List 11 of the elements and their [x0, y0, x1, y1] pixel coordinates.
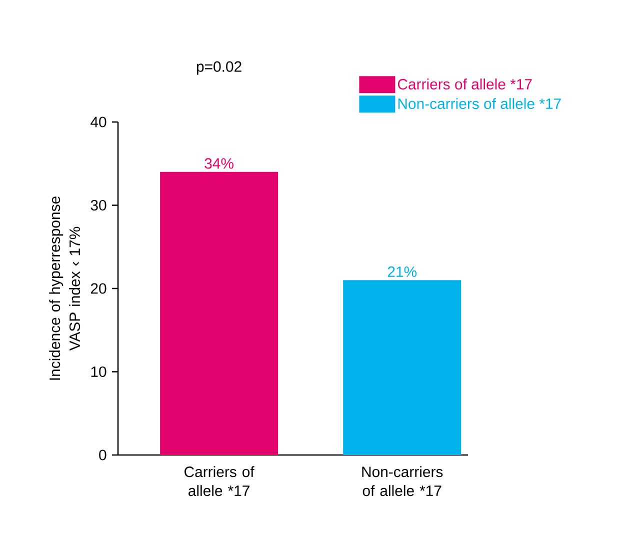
y-tick-label: 20: [90, 283, 106, 294]
data-label: 21%: [388, 266, 417, 277]
legend-label: Carriers of allele *17: [398, 78, 532, 90]
y-tick-label: 30: [90, 200, 106, 211]
legend-label: Non-carriers of allele *17: [398, 98, 561, 110]
y-tick-label: 0: [99, 450, 106, 460]
y-tick-label: 10: [91, 366, 106, 378]
data-label: 34%: [204, 158, 234, 169]
text: p=0.02: [196, 61, 242, 75]
y-axis-title: Incidence of hyperresponse VASP index ‹ 17%: [49, 196, 80, 380]
y-tick-label: 40: [90, 116, 106, 128]
